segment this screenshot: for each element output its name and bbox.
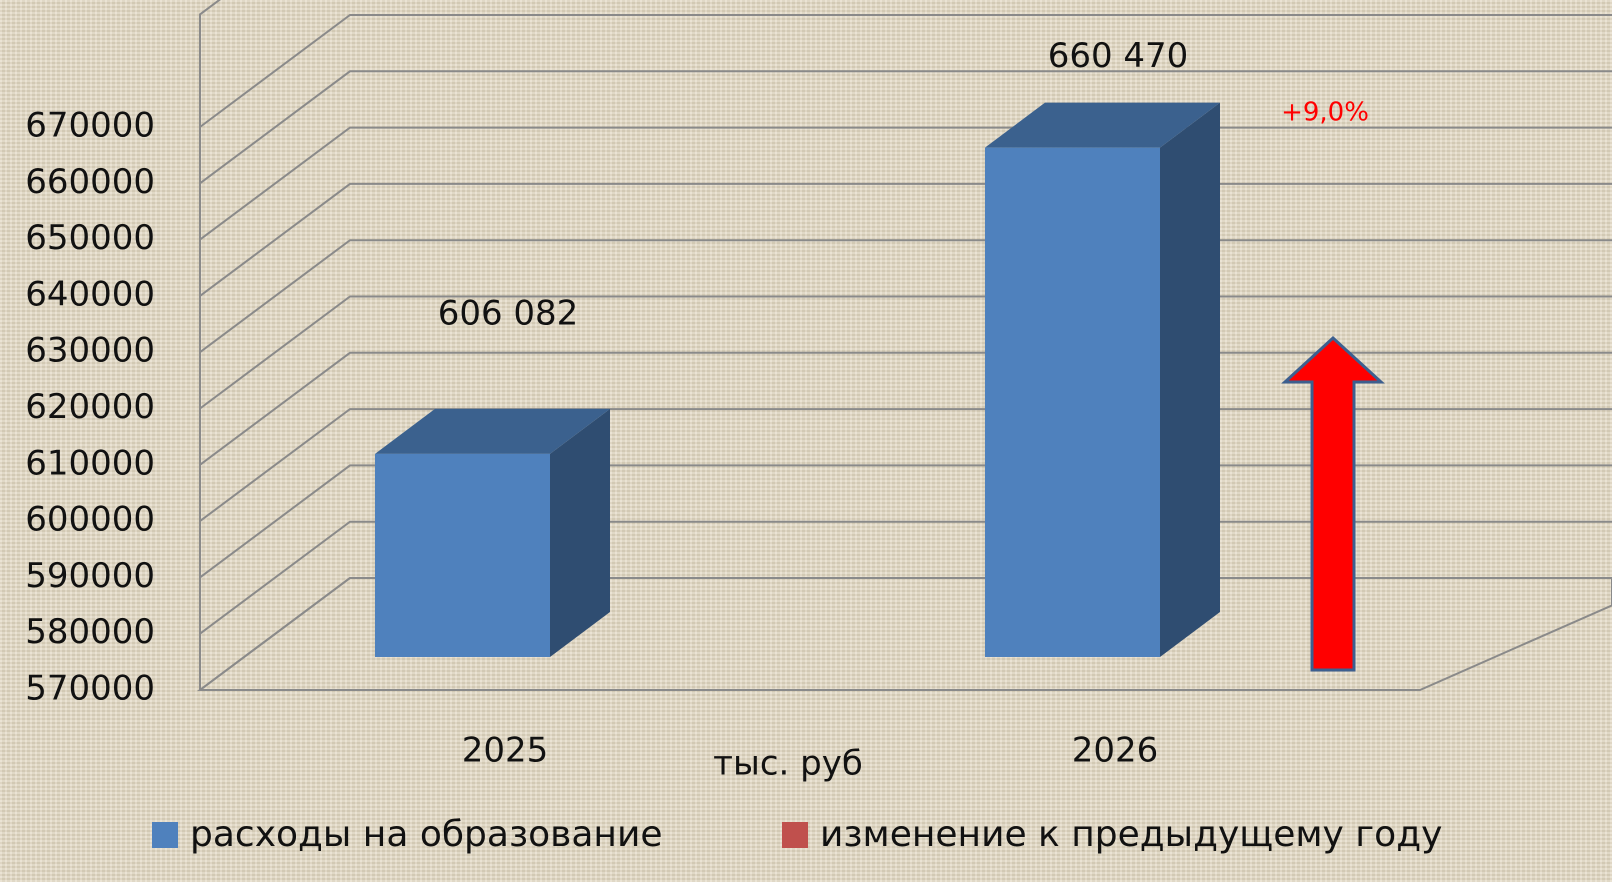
x-tick-label: 2025: [462, 731, 549, 771]
bar-top: [375, 408, 610, 454]
y-tick-label: 590000: [25, 556, 155, 596]
change-arrow: [1281, 335, 1385, 672]
y-tick-label: 610000: [25, 443, 155, 483]
legend-label: расходы на образование: [190, 814, 663, 855]
x-axis-label: тыс. руб: [713, 744, 863, 784]
legend-swatch: [152, 822, 178, 848]
bar-side: [1160, 102, 1220, 657]
grid-line: [199, 14, 1612, 128]
x-tick-label: 2026: [1072, 731, 1159, 771]
bar-top: [985, 102, 1220, 148]
y-tick-label: 570000: [25, 669, 155, 709]
y-tick-label: 580000: [25, 612, 155, 652]
value-label: 660 470: [1048, 36, 1189, 76]
change-label: +9,0%: [1281, 98, 1369, 128]
back-wall-edge: [199, 0, 221, 690]
y-tick-label: 600000: [25, 500, 155, 540]
grid-line: [199, 70, 1612, 185]
legend-swatch: [782, 822, 808, 848]
value-label: 606 082: [438, 293, 579, 333]
legend-label: изменение к предыдущему году: [820, 814, 1442, 855]
bar: [375, 453, 550, 657]
y-tick-label: 650000: [25, 218, 155, 258]
y-tick-label: 660000: [25, 162, 155, 202]
y-tick-label: 630000: [25, 331, 155, 371]
y-tick-label: 670000: [25, 106, 155, 146]
y-tick-label: 640000: [25, 274, 155, 314]
y-tick-label: 620000: [25, 387, 155, 427]
bar: [985, 147, 1160, 657]
bar-side: [550, 408, 610, 657]
